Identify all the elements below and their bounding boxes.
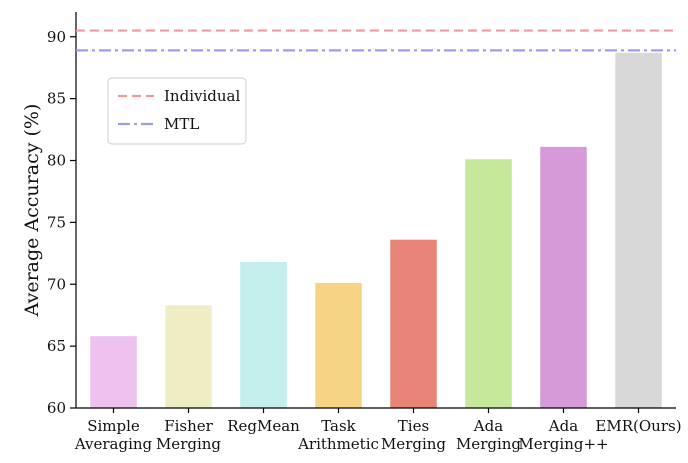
bar bbox=[240, 261, 287, 408]
x-tick-label: Simple Averaging bbox=[74, 417, 153, 453]
legend: Individual MTL bbox=[107, 77, 247, 145]
x-tick-label: Ada Merging++ bbox=[518, 417, 608, 453]
y-tick-label: 90 bbox=[47, 28, 66, 46]
x-tick-label: Fisher Merging bbox=[156, 417, 221, 453]
bar bbox=[615, 52, 662, 409]
y-tick-label: 65 bbox=[47, 337, 66, 355]
legend-label: MTL bbox=[164, 115, 199, 133]
y-tick-label: 80 bbox=[47, 152, 66, 170]
y-axis-label: Average Accuracy (%) bbox=[21, 104, 43, 318]
bar bbox=[390, 239, 437, 408]
y-axis: 60 65 70 75 80 85 90 bbox=[47, 12, 77, 417]
legend-box bbox=[107, 77, 247, 145]
bar bbox=[540, 146, 587, 408]
x-tick-label: Ada Merging bbox=[456, 417, 521, 453]
bar bbox=[90, 336, 137, 408]
y-tick-label: 70 bbox=[47, 275, 66, 293]
x-tick-label: RegMean bbox=[227, 417, 300, 435]
x-tick-label: EMR(Ours) bbox=[595, 417, 681, 435]
bar bbox=[465, 159, 512, 408]
legend-label: Individual bbox=[164, 87, 240, 105]
y-tick-label: 85 bbox=[47, 90, 66, 108]
reference-lines bbox=[76, 29, 676, 52]
bar bbox=[315, 283, 362, 408]
bar bbox=[165, 305, 212, 408]
y-tick-label: 60 bbox=[47, 399, 66, 417]
x-tick-label: Ties Merging bbox=[381, 417, 446, 453]
x-tick-label: Task Arithmetic bbox=[297, 417, 379, 453]
bars bbox=[90, 52, 662, 409]
y-tick-label: 75 bbox=[47, 213, 66, 231]
